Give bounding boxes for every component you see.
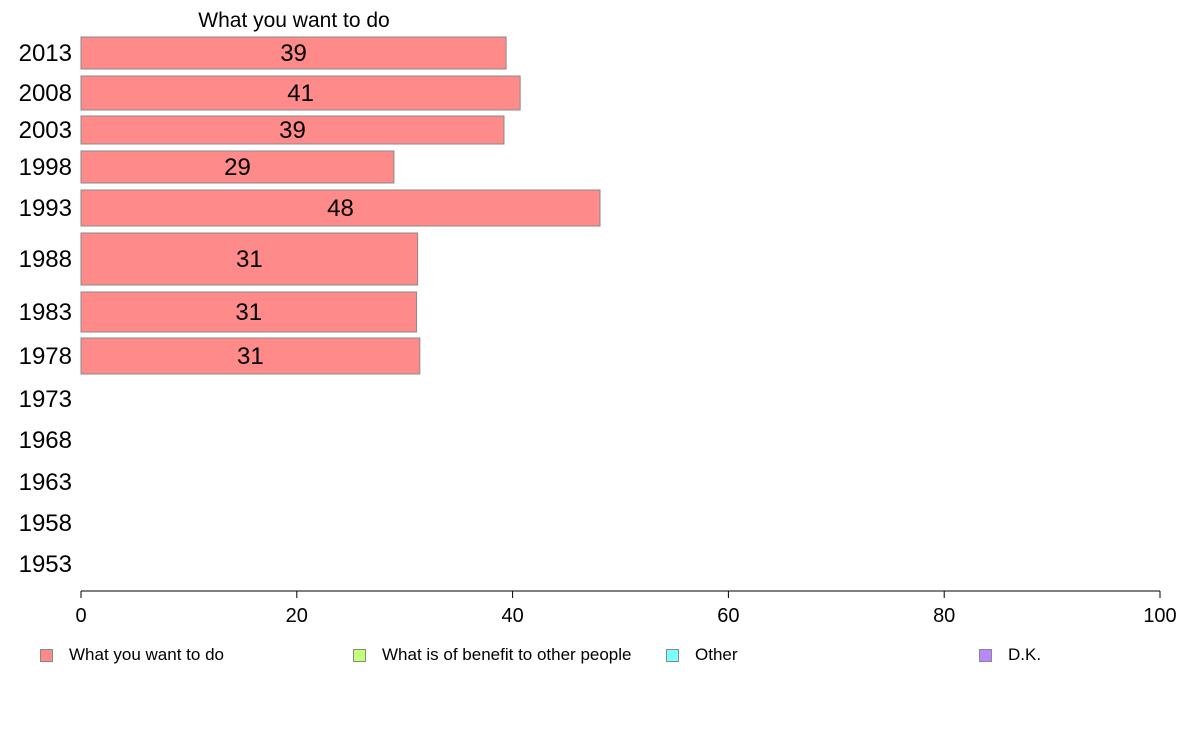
y-tick-label: 1988 bbox=[19, 246, 72, 273]
bar bbox=[80, 337, 421, 375]
y-tick-label: 1978 bbox=[19, 343, 72, 370]
bar bbox=[80, 150, 395, 184]
legend-label: D.K. bbox=[1008, 645, 1042, 664]
x-tick-label: 100 bbox=[1143, 605, 1176, 627]
x-tick-label: 20 bbox=[286, 605, 308, 627]
legend-item-what-you-want-to-do: What you want to do bbox=[40, 645, 224, 665]
bar-value-label: 41 bbox=[287, 80, 314, 107]
y-tick-label: 1998 bbox=[19, 154, 72, 181]
bar bbox=[80, 189, 601, 227]
bar-value-label: 29 bbox=[224, 154, 251, 181]
y-tick-label: 1973 bbox=[19, 386, 72, 413]
legend-item-benefit-to-others: What is of benefit to other people bbox=[353, 645, 632, 665]
legend-item-other: Other bbox=[666, 645, 738, 665]
legend-label: Other bbox=[695, 645, 738, 664]
legend-swatch bbox=[40, 648, 53, 662]
x-tick-label: 0 bbox=[75, 605, 86, 627]
legend-item-dk: D.K. bbox=[979, 645, 1041, 665]
bar-value-label: 31 bbox=[237, 343, 264, 370]
bar-value-label: 39 bbox=[280, 40, 307, 67]
bar-value-label: 31 bbox=[236, 246, 263, 273]
y-tick-label: 1953 bbox=[19, 551, 72, 578]
y-tick-label: 2013 bbox=[19, 40, 72, 67]
legend: What you want to do What is of benefit t… bbox=[0, 640, 1188, 670]
chart-title: What you want to do bbox=[198, 9, 389, 32]
y-tick-label: 2008 bbox=[19, 80, 72, 107]
y-tick-label: 1993 bbox=[19, 195, 72, 222]
bar bbox=[80, 232, 419, 286]
x-tick-label: 40 bbox=[501, 605, 523, 627]
legend-swatch bbox=[666, 648, 679, 662]
y-tick-label: 1958 bbox=[19, 510, 72, 537]
bar bbox=[80, 75, 521, 111]
x-tick-label: 80 bbox=[933, 605, 955, 627]
legend-label: What you want to do bbox=[69, 645, 224, 664]
y-tick-label: 1968 bbox=[19, 427, 72, 454]
legend-swatch bbox=[979, 648, 992, 662]
y-tick-label: 2003 bbox=[19, 117, 72, 144]
bar-value-label: 48 bbox=[327, 195, 354, 222]
x-tick-label: 60 bbox=[717, 605, 739, 627]
bar-value-label: 31 bbox=[235, 299, 262, 326]
bar bbox=[80, 115, 505, 145]
bar bbox=[80, 36, 507, 70]
y-tick-label: 1983 bbox=[19, 299, 72, 326]
legend-label: What is of benefit to other people bbox=[382, 645, 632, 664]
y-tick-label: 1963 bbox=[19, 469, 72, 496]
bar bbox=[80, 291, 418, 333]
bar-value-label: 39 bbox=[279, 117, 306, 144]
legend-swatch bbox=[353, 648, 366, 662]
